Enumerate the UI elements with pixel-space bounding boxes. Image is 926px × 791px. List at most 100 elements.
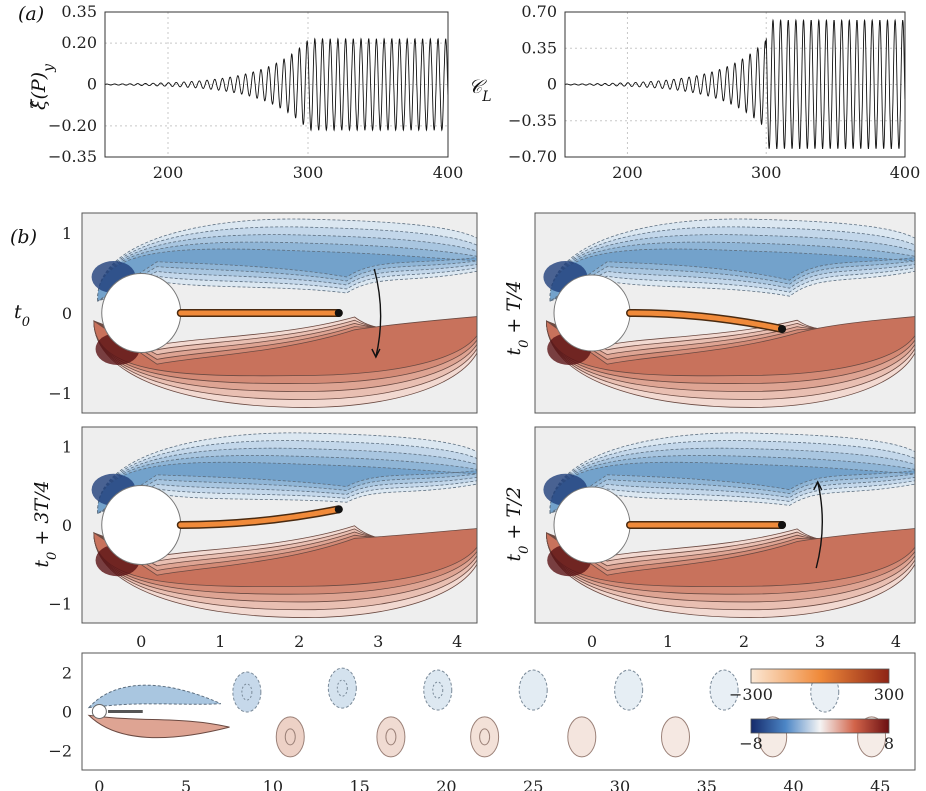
vortex-inner-contour bbox=[284, 728, 296, 746]
snapshot-panel: 1 0 −1 t0 bbox=[14, 212, 478, 414]
snapshot-time-label: t0 bbox=[14, 301, 30, 330]
cylinder bbox=[101, 273, 182, 353]
y-tick-label: −1 bbox=[48, 384, 72, 403]
plot-frame bbox=[104, 11, 449, 158]
x-tick-label: 5 bbox=[181, 777, 191, 791]
y-tick-label: −0.20 bbox=[48, 116, 97, 135]
plot-frame bbox=[81, 426, 478, 624]
cylinder bbox=[91, 704, 107, 719]
beam-tip bbox=[334, 309, 343, 317]
positive-shear-layer bbox=[87, 714, 230, 739]
x-tick-label: 35 bbox=[697, 777, 717, 791]
x-tick-label: 10 bbox=[263, 777, 283, 791]
y-tick-label: 0 bbox=[547, 75, 557, 94]
positive-vortex bbox=[275, 716, 305, 758]
y-tick-label: 2 bbox=[62, 664, 72, 683]
signal-series bbox=[104, 37, 449, 132]
x-tick-label: 0 bbox=[136, 632, 146, 651]
signal-series bbox=[564, 18, 906, 149]
x-tick-label: 40 bbox=[783, 777, 803, 791]
vortex-inner-contour bbox=[241, 683, 253, 701]
y-tick-label: 0.35 bbox=[61, 2, 97, 21]
y-tick-label: −0.35 bbox=[508, 111, 557, 130]
y-tick-label: 1 bbox=[62, 438, 72, 457]
snapshot-panel: t0 + T/4 bbox=[503, 212, 916, 414]
x-tick-label: 4 bbox=[452, 632, 462, 651]
positive-vortex bbox=[376, 716, 406, 758]
x-tick-label: 2 bbox=[294, 632, 304, 651]
x-tick-label: 400 bbox=[433, 163, 464, 182]
cylinder bbox=[553, 274, 631, 352]
y-tick-label: −0.35 bbox=[48, 147, 97, 166]
y-tick-label: 0 bbox=[87, 75, 97, 94]
positive-vorticity-contour bbox=[545, 528, 915, 587]
vorticity-field bbox=[543, 218, 915, 408]
positive-vortex bbox=[567, 716, 597, 758]
x-tick-label: 45 bbox=[870, 777, 890, 791]
x-tick-label: 200 bbox=[612, 163, 643, 182]
negative-vorticity-contour bbox=[97, 461, 477, 514]
snapshot-panel: 1 0 −1 0 1 2 3 4 t0 + 3T/4 bbox=[31, 426, 478, 651]
positive-vortex bbox=[661, 716, 691, 758]
x-tick-label: 2 bbox=[739, 632, 749, 651]
x-tick-label: 25 bbox=[523, 777, 543, 791]
positive-vorticity-contour bbox=[545, 316, 915, 377]
beam-tip bbox=[778, 521, 786, 529]
positive-vorticity-contour bbox=[93, 528, 477, 587]
x-tick-label: 4 bbox=[891, 632, 901, 651]
y-tick-label: −1 bbox=[48, 594, 72, 613]
negative-vortex bbox=[518, 669, 548, 711]
flexible-beam bbox=[178, 506, 342, 528]
y-tick-label: −0.70 bbox=[508, 147, 557, 166]
x-tick-label: 3 bbox=[815, 632, 825, 651]
vortex-inner-contour bbox=[479, 728, 491, 746]
arrow-head bbox=[371, 348, 381, 359]
beam-tip bbox=[334, 505, 343, 514]
cylinder bbox=[553, 486, 631, 564]
x-tick-label: 20 bbox=[436, 777, 456, 791]
x-tick-label: 30 bbox=[610, 777, 630, 791]
y-tick-label: 0 bbox=[62, 304, 72, 323]
y-tick-label: −2 bbox=[48, 742, 72, 761]
plot-frame bbox=[534, 426, 916, 624]
motion-arrow bbox=[373, 268, 382, 358]
y-tick-label: 0 bbox=[62, 516, 72, 535]
x-tick-label: 1 bbox=[215, 632, 225, 651]
negative-vorticity-contour bbox=[97, 248, 477, 302]
beam-colorbar-max: 300 bbox=[874, 685, 905, 704]
panel-label-a: (a) bbox=[18, 3, 44, 25]
x-tick-label: 400 bbox=[890, 163, 921, 182]
vortex-inner-contour bbox=[432, 681, 444, 699]
lift-coefficient-chart: 𝒞L 200 300 400 0.70 0.35 0 −0.35 −0.70 bbox=[468, 2, 920, 182]
snapshot-time-label: t0 + T/2 bbox=[503, 486, 532, 561]
y-tick-label: 1 bbox=[62, 224, 72, 243]
negative-vortex bbox=[327, 667, 357, 709]
negative-vortex bbox=[232, 671, 262, 713]
negative-vorticity-contour bbox=[549, 461, 915, 514]
panel-label-b: (b) bbox=[10, 226, 37, 248]
x-tick-label: 1 bbox=[663, 632, 673, 651]
y-tick-label: 0 bbox=[62, 703, 72, 722]
vorticity-field bbox=[91, 432, 477, 618]
displacement-ylabel: ξ̂(P)y bbox=[28, 63, 57, 110]
vorticity-colorbar bbox=[750, 718, 890, 734]
negative-vortex bbox=[709, 669, 739, 711]
displacement-chart: ξ̂(P)y 200 300 400 0.35 0.20 0 −0.20 −0.35 bbox=[28, 2, 463, 182]
x-tick-label: 200 bbox=[153, 163, 184, 182]
y-tick-label: 0.70 bbox=[521, 2, 557, 21]
vortex-inner-contour bbox=[385, 728, 397, 746]
x-tick-label: 3 bbox=[373, 632, 383, 651]
vorticity-colorbar-min: −8 bbox=[739, 734, 763, 753]
plot-frame bbox=[534, 212, 916, 414]
x-tick-label: 300 bbox=[293, 163, 324, 182]
arrow-head bbox=[813, 480, 823, 491]
y-tick-label: 0.20 bbox=[61, 33, 97, 52]
flexible-beam bbox=[627, 310, 785, 332]
snapshot-time-label: t0 + 3T/4 bbox=[31, 480, 60, 567]
y-tick-label: 0.35 bbox=[521, 38, 557, 57]
snapshot-panel: 0 1 2 3 4 t0 + T/2 bbox=[503, 426, 916, 651]
negative-shear-layer bbox=[87, 684, 222, 709]
motion-arrow bbox=[815, 481, 823, 569]
